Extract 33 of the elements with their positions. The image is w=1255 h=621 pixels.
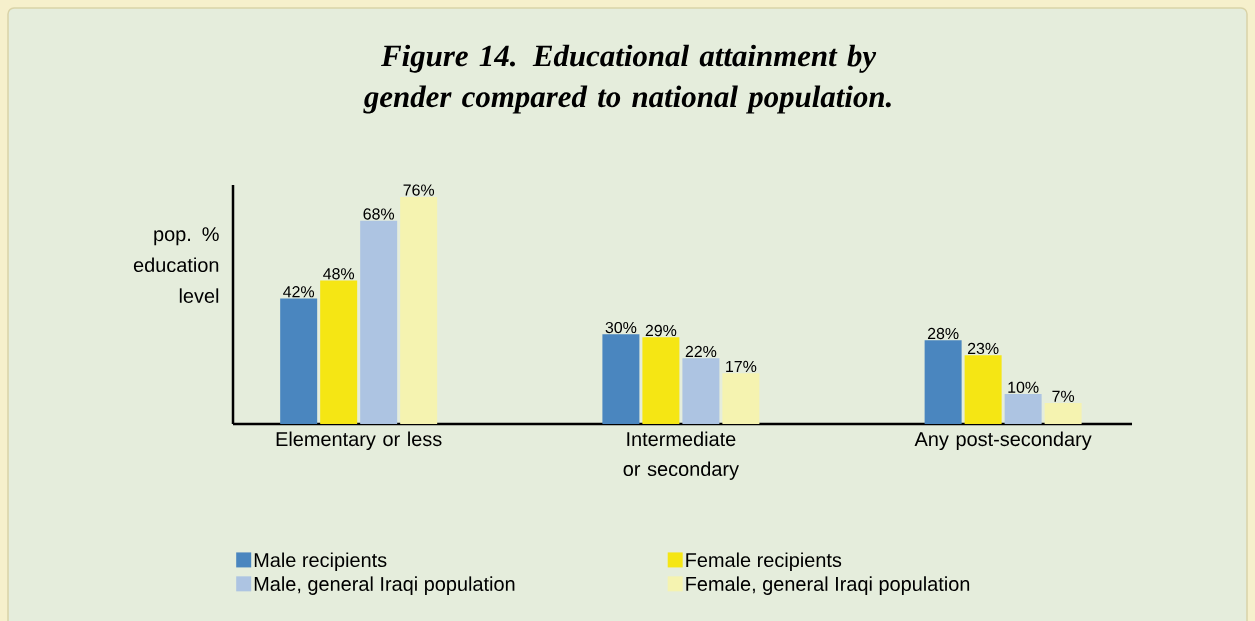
bar [400, 196, 438, 424]
data-label: 28% [927, 327, 959, 340]
data-label: 29% [645, 324, 677, 337]
bar [642, 337, 680, 424]
legend-label: Male, general Iraqi population [254, 576, 515, 595]
data-label: 42% [283, 286, 315, 298]
chart-title: Figure 14. Educational attainment by gender compared to national population. [363, 44, 891, 114]
data-label: 48% [323, 268, 355, 280]
data-label: 23% [967, 342, 999, 355]
data-label: 7% [1052, 390, 1075, 402]
data-label: 68% [363, 208, 395, 220]
bar [360, 220, 398, 424]
x-tick-label: Elementary or less [276, 431, 442, 451]
bar [682, 358, 720, 424]
data-label: 76% [403, 184, 435, 196]
bar [722, 373, 760, 424]
legend-label: Female recipients [686, 552, 842, 572]
data-label: 22% [685, 345, 717, 358]
bar [924, 340, 962, 424]
data-label: 30% [605, 321, 637, 334]
legend-label: Male recipients [254, 552, 387, 572]
bar [280, 298, 318, 424]
bar [1044, 403, 1082, 424]
y-axis-title: pop. % education level [133, 227, 219, 303]
data-label: 17% [726, 360, 757, 372]
bar [602, 334, 640, 424]
bar [1004, 394, 1042, 424]
data-label: 10% [1008, 381, 1039, 393]
bar [964, 355, 1002, 424]
x-tick-label: Any post-secondary [914, 431, 1092, 451]
x-tick-label: Intermediate or secondary [623, 431, 739, 480]
bar [320, 280, 358, 424]
legend-label: Female, general Iraqi population [686, 576, 970, 595]
